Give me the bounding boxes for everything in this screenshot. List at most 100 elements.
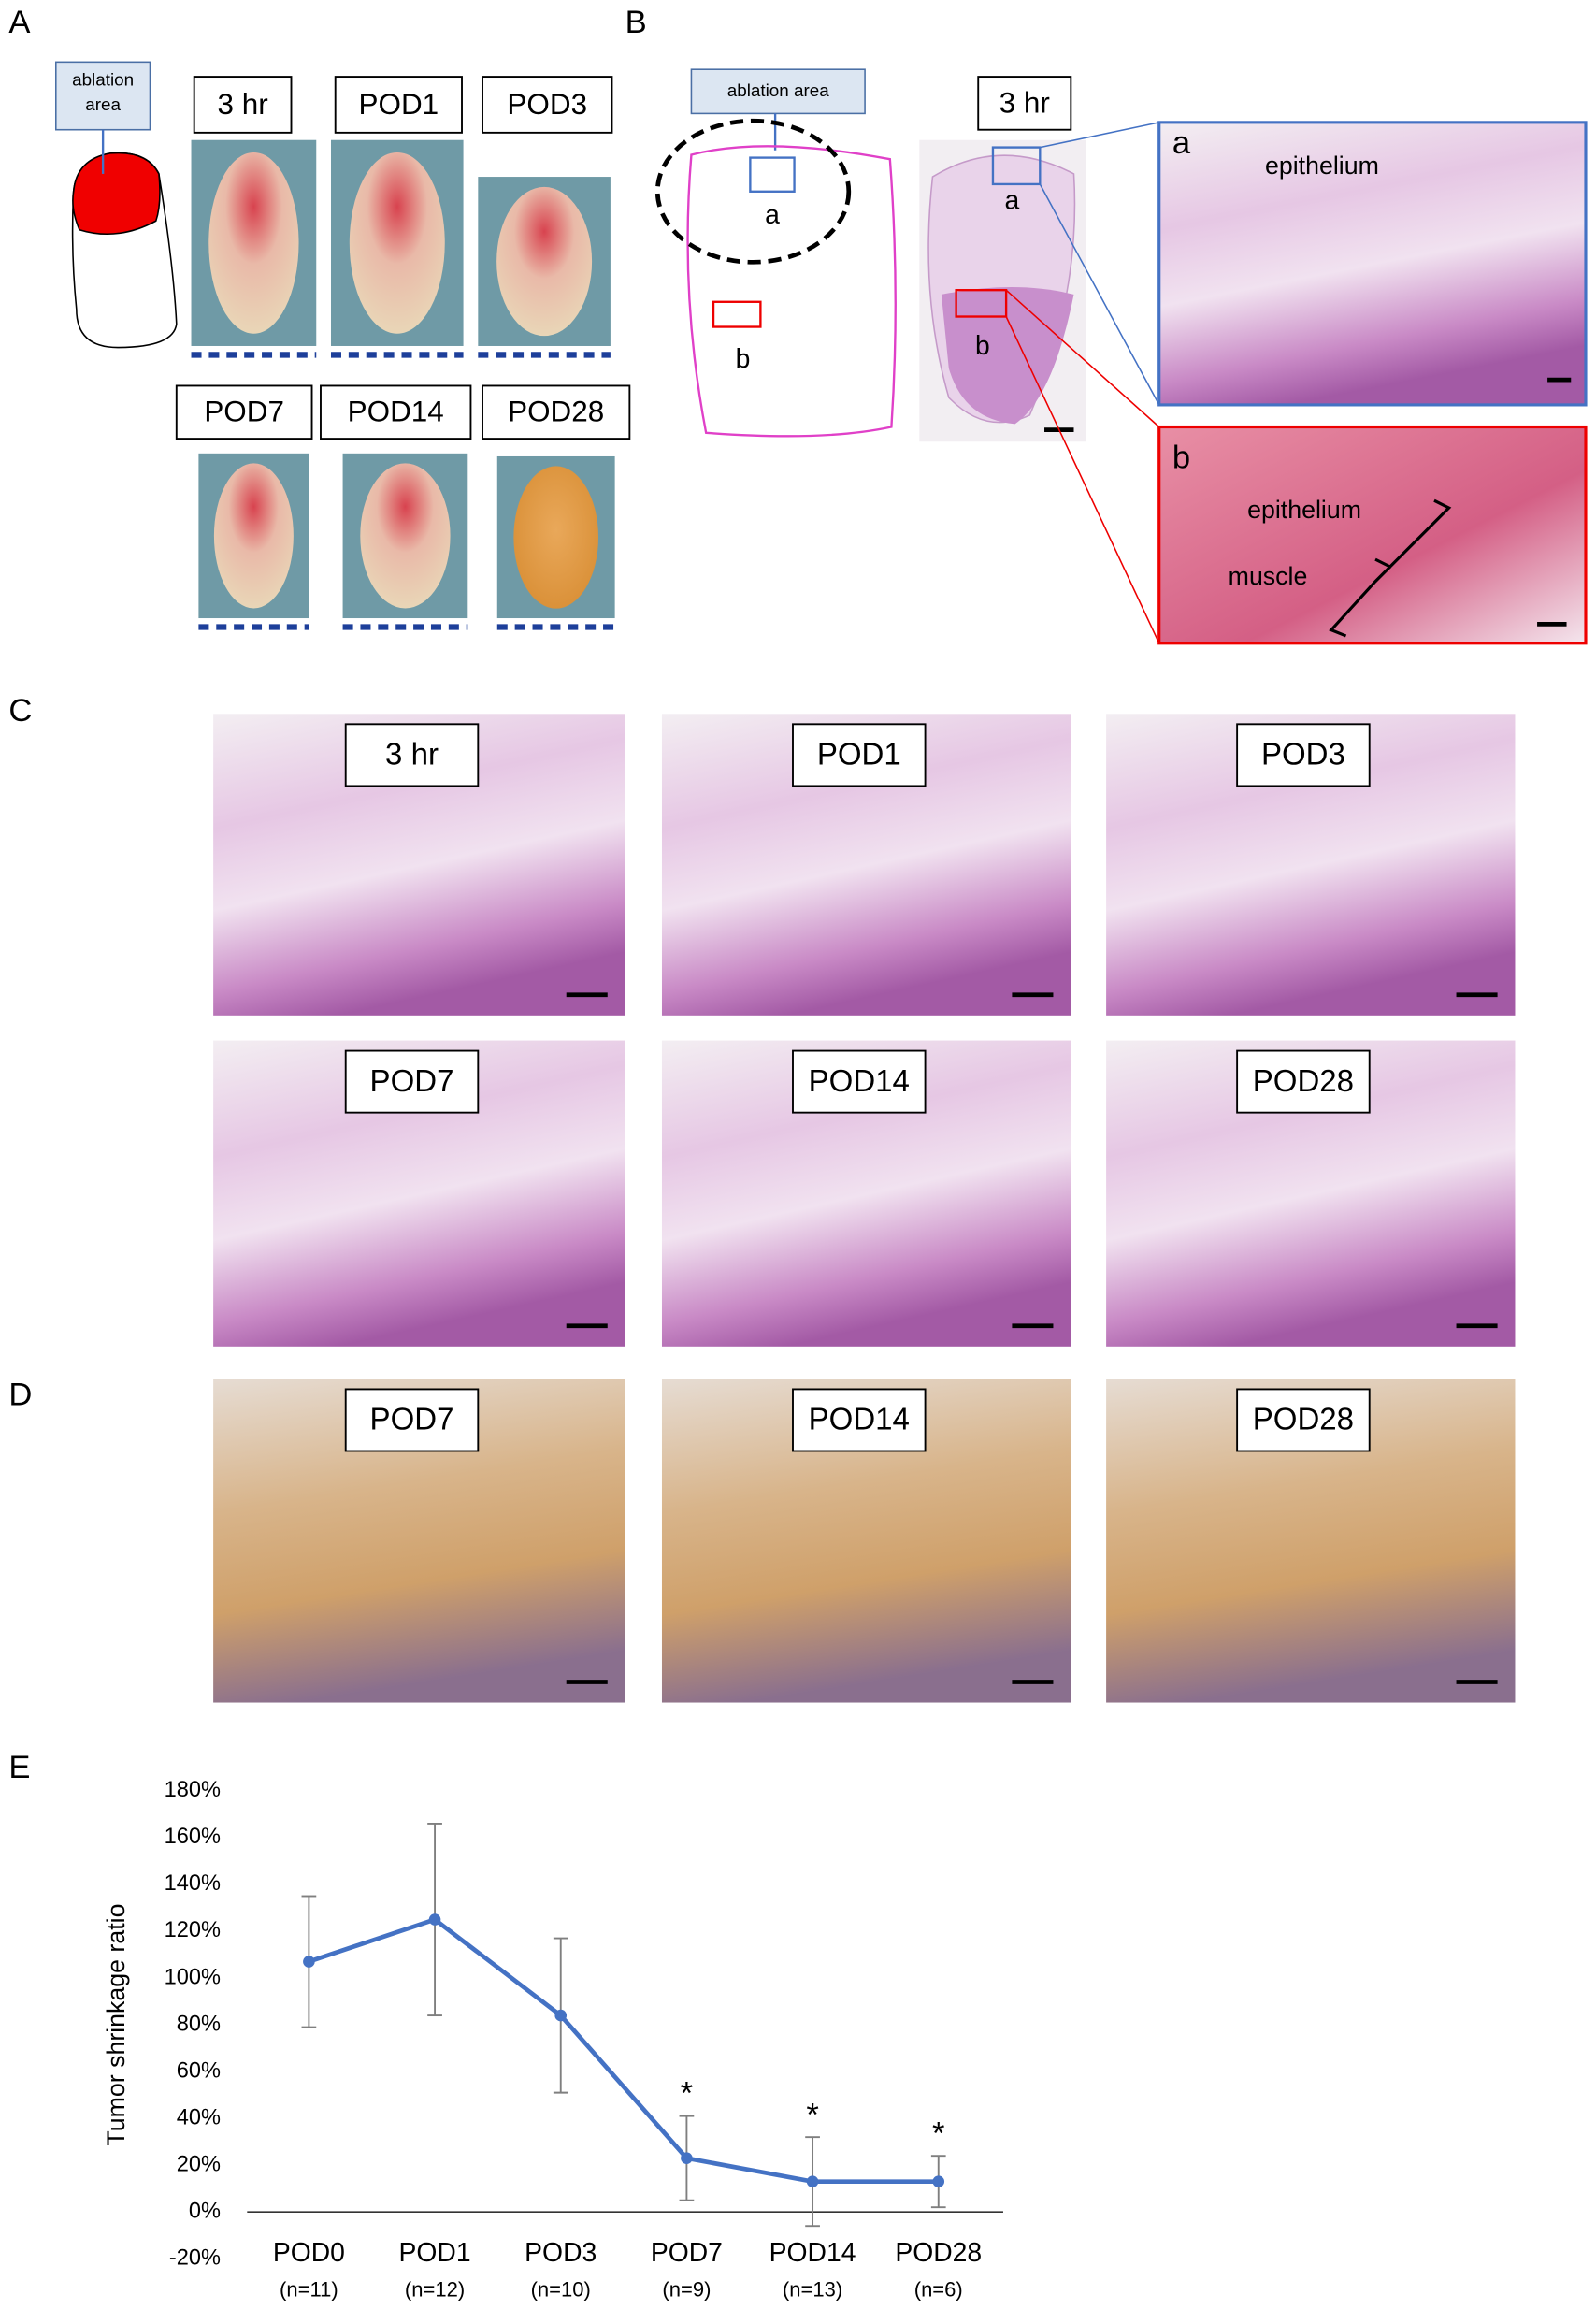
region-box [955,289,1008,318]
ablation-text: ablation [72,70,134,90]
label-box [334,76,463,134]
label-text: 3 hr [385,737,439,772]
x-tick-label: POD7 [651,2237,723,2267]
label-box [1236,1388,1371,1452]
label-text: POD14 [809,1063,910,1098]
significance-marker: * [681,2076,693,2112]
sample-size-label: (n=13) [783,2278,842,2302]
region-box [749,156,796,193]
y-tick-label: 20% [177,2151,221,2175]
label-text: POD7 [370,1402,454,1436]
label-box [792,723,927,787]
inset-letter: b [1172,440,1190,476]
y-axis-label: Tumor shrinkage ratio [102,1904,130,2146]
point [806,2175,819,2187]
y-tick-label: 60% [177,2057,221,2082]
label-text: POD28 [1253,1402,1354,1436]
line [308,1916,939,2185]
label-box [482,76,613,134]
label-text: POD3 [507,88,587,121]
y-tick-label: 180% [165,1777,221,1801]
ablation-box [690,68,866,115]
y-tick-label: 120% [165,1917,221,1941]
connector [1005,289,1160,428]
connector [1039,183,1160,406]
specimen-photo [496,186,593,337]
label-box [1236,1049,1371,1114]
panel-label: C [8,693,32,729]
specimen-photo [360,463,451,609]
y-tick-label: 40% [177,2104,221,2129]
label-text: POD7 [370,1063,454,1098]
inset-text: epithelium [1265,152,1379,180]
point [303,1956,315,1968]
bracket [1329,565,1391,638]
region-box [991,146,1042,186]
y-tick-label: 0% [189,2198,221,2222]
inset-letter: a [1172,125,1191,161]
label-text: POD1 [817,737,901,772]
ablation-text: ablation area [727,80,830,100]
label-box [792,1388,927,1452]
generated-layer: 3 hr POD1 POD3 POD7 POD14 POD28 3 hr 3 hr POD1 PO… [102,76,1516,2302]
sample-size-label: (n=9) [662,2278,711,2302]
label-text: POD28 [1253,1063,1354,1098]
y-tick-label: -20% [169,2245,221,2269]
region-label: a [1005,184,1020,214]
x-tick-label: POD14 [769,2237,856,2267]
label-box [175,384,313,440]
region-label: b [975,330,990,360]
sample-size-label: (n=10) [531,2278,591,2302]
ablation-box [54,61,151,131]
label-box [344,1049,480,1114]
x-tick-label: POD0 [273,2237,345,2267]
ablation-region [72,152,161,236]
label-box [344,1388,480,1452]
label-box [792,1049,927,1114]
label-text: POD7 [204,396,284,428]
connector [1005,316,1160,644]
panel-label: A [8,5,31,40]
label-text: POD3 [1261,737,1345,772]
label-text: POD1 [359,88,439,121]
label-text: 3 hr [217,88,267,121]
label-box [344,723,480,787]
inset-image [1157,121,1588,407]
panel-label: D [8,1378,32,1413]
point [428,1913,441,1926]
label-text: 3 hr [999,86,1050,119]
ablation-text: area [85,94,121,114]
connector [1040,122,1159,149]
ablation-ellipse [654,118,852,265]
point [932,2175,945,2187]
significance-marker: * [806,2097,818,2132]
label-box [482,384,631,440]
significance-marker: * [932,2115,944,2151]
x-tick-label: POD1 [399,2237,471,2267]
sample-size-label: (n=11) [280,2278,338,2302]
y-tick-label: 100% [165,1964,221,1988]
panel-label: E [8,1750,30,1785]
tissue-outline [686,145,897,438]
point [554,2009,568,2022]
label-box [193,76,293,134]
y-tick-label: 160% [165,1824,221,1848]
y-tick-label: 140% [165,1870,221,1895]
specimen-photo [349,152,445,334]
label-text: POD28 [508,396,604,428]
label-text: POD14 [809,1402,910,1436]
specimen-photo [213,463,294,609]
sample-size-label: (n=12) [405,2278,465,2302]
region-label: b [736,343,751,373]
inset-text: epithelium [1247,496,1361,524]
inset-text: muscle [1229,562,1308,590]
region-box [712,300,762,328]
region-label: a [765,199,780,229]
specimen-photo [513,466,599,609]
x-tick-label: POD3 [525,2237,597,2267]
specimen-photo [208,152,299,334]
label-box [977,76,1072,131]
x-tick-label: POD28 [895,2237,982,2267]
y-tick-label: 80% [177,2011,221,2035]
